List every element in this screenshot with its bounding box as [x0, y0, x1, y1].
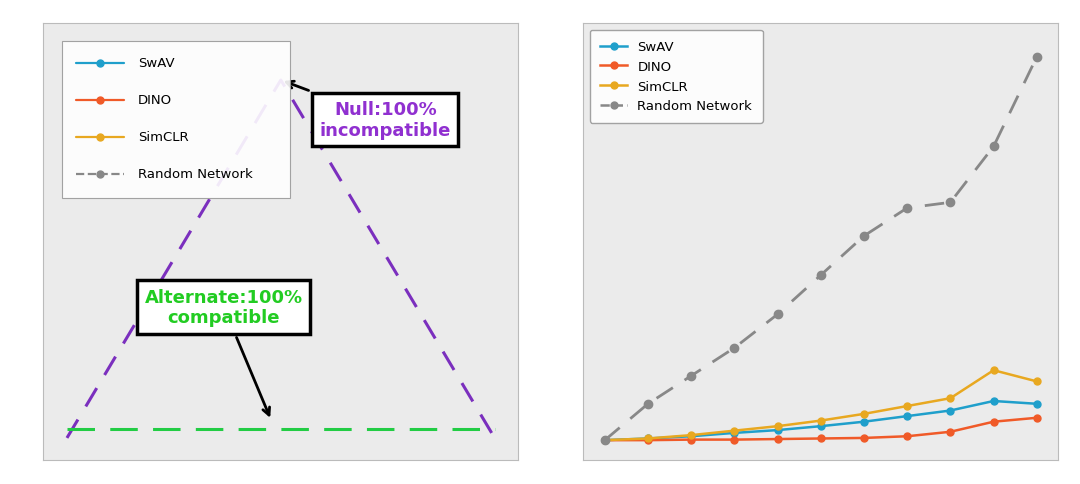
Text: Null:100%
incompatible: Null:100% incompatible [286, 82, 451, 139]
Text: Alternate:100%
compatible: Alternate:100% compatible [145, 288, 302, 415]
Text: SimCLR: SimCLR [138, 131, 189, 144]
Legend: SwAV, DINO, SimCLR, Random Network: SwAV, DINO, SimCLR, Random Network [590, 31, 762, 123]
Text: Random Network: Random Network [138, 168, 253, 181]
Text: SwAV: SwAV [138, 57, 175, 70]
FancyBboxPatch shape [63, 42, 291, 198]
Text: DINO: DINO [138, 94, 173, 107]
